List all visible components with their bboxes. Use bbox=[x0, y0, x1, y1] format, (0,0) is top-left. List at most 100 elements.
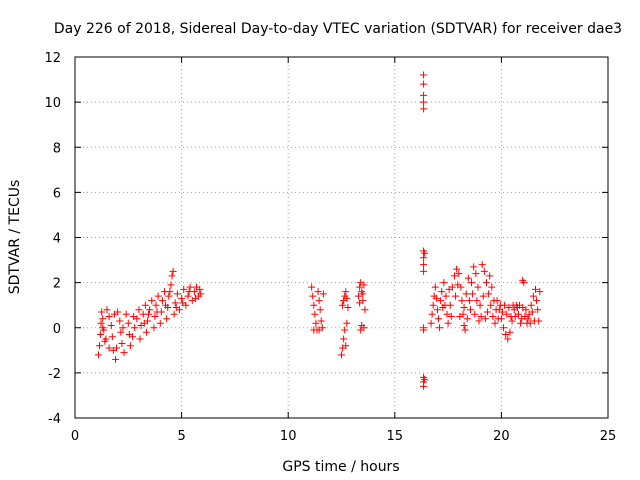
data-point-plus bbox=[170, 310, 178, 318]
data-point-plus bbox=[152, 301, 160, 309]
grid-lines bbox=[75, 57, 608, 418]
x-tick-label: 5 bbox=[177, 429, 185, 444]
data-point-plus bbox=[520, 279, 528, 287]
data-point-plus bbox=[469, 290, 477, 298]
data-point-plus bbox=[480, 267, 488, 275]
data-point-plus bbox=[165, 292, 173, 300]
data-point-plus bbox=[486, 272, 494, 280]
data-point-plus bbox=[356, 283, 364, 291]
data-point-plus bbox=[420, 382, 428, 390]
x-axis-label: GPS time / hours bbox=[282, 459, 399, 475]
data-point-plus bbox=[360, 324, 368, 332]
data-point-plus bbox=[98, 308, 106, 316]
data-point-plus bbox=[110, 310, 118, 318]
data-point-plus bbox=[97, 331, 105, 339]
data-point-plus bbox=[508, 317, 516, 325]
y-tick-label: 6 bbox=[53, 186, 61, 201]
data-point-plus bbox=[355, 292, 363, 300]
data-point-plus bbox=[180, 285, 188, 293]
data-point-plus bbox=[437, 297, 445, 305]
data-point-plus bbox=[191, 294, 199, 302]
data-point-plus bbox=[460, 321, 468, 329]
data-point-plus bbox=[450, 272, 458, 280]
data-point-plus bbox=[456, 312, 464, 320]
data-point-plus bbox=[435, 315, 443, 323]
data-point-plus bbox=[516, 301, 524, 309]
data-point-plus bbox=[444, 319, 452, 327]
data-point-plus bbox=[454, 281, 462, 289]
plot-frame bbox=[74, 56, 609, 419]
data-point-plus bbox=[420, 267, 428, 275]
data-point-plus bbox=[528, 308, 536, 316]
data-point-plus bbox=[420, 254, 428, 262]
data-point-plus bbox=[342, 288, 350, 296]
data-point-plus bbox=[197, 290, 205, 298]
data-point-plus bbox=[122, 310, 130, 318]
data-point-plus bbox=[339, 301, 347, 309]
y-axis-label: SDTVAR / TECUs bbox=[7, 180, 23, 295]
data-point-plus bbox=[317, 317, 325, 325]
data-point-plus bbox=[463, 315, 471, 323]
data-point-plus bbox=[107, 321, 115, 329]
data-point-plus bbox=[471, 310, 479, 318]
data-point-plus bbox=[171, 299, 179, 307]
data-point-plus bbox=[420, 261, 428, 269]
data-point-plus bbox=[315, 326, 323, 334]
data-point-plus bbox=[517, 319, 525, 327]
y-tick-label: 2 bbox=[53, 277, 61, 292]
y-tick-label: 4 bbox=[53, 232, 61, 247]
data-point-plus bbox=[130, 312, 138, 320]
data-point-plus bbox=[479, 292, 487, 300]
data-point-plus bbox=[464, 274, 472, 282]
data-point-plus bbox=[534, 306, 542, 314]
data-point-plus bbox=[310, 301, 318, 309]
data-point-plus bbox=[196, 285, 204, 293]
data-point-plus bbox=[129, 333, 137, 341]
data-point-plus bbox=[420, 105, 428, 113]
data-point-plus bbox=[105, 344, 113, 352]
data-point-plus bbox=[436, 324, 444, 332]
data-point-plus bbox=[506, 328, 514, 336]
data-point-plus bbox=[108, 333, 116, 341]
data-point-plus bbox=[478, 261, 486, 269]
data-point-plus bbox=[485, 290, 493, 298]
data-point-plus bbox=[342, 342, 350, 350]
data-point-plus bbox=[460, 303, 468, 311]
data-point-plus bbox=[118, 340, 126, 348]
data-point-plus bbox=[472, 270, 480, 278]
data-point-plus bbox=[502, 331, 510, 339]
data-point-plus bbox=[135, 306, 143, 314]
data-point-plus bbox=[428, 310, 436, 318]
data-point-plus bbox=[489, 312, 497, 320]
data-point-plus bbox=[167, 281, 175, 289]
y-tick-label: 12 bbox=[44, 51, 61, 66]
data-point-plus bbox=[421, 249, 429, 257]
data-point-plus bbox=[105, 312, 113, 320]
y-tick-label: -4 bbox=[48, 412, 61, 427]
data-point-plus bbox=[142, 328, 150, 336]
data-point-plus bbox=[119, 324, 127, 332]
data-point-plus bbox=[492, 306, 500, 314]
y-tick-label: -2 bbox=[48, 367, 61, 382]
data-point-plus bbox=[112, 355, 120, 363]
x-tick-label: 20 bbox=[493, 429, 510, 444]
y-tick-label: 8 bbox=[53, 141, 61, 156]
data-point-plus bbox=[314, 288, 322, 296]
axis-ticks bbox=[74, 56, 609, 419]
data-point-plus bbox=[343, 294, 351, 302]
data-point-plus bbox=[431, 283, 439, 291]
data-point-plus bbox=[168, 272, 176, 280]
data-point-plus bbox=[465, 297, 473, 305]
data-point-plus bbox=[503, 310, 511, 318]
data-point-plus bbox=[468, 279, 476, 287]
data-point-plus bbox=[184, 292, 192, 300]
data-point-plus bbox=[504, 335, 512, 343]
data-point-plus bbox=[509, 301, 517, 309]
data-point-plus bbox=[116, 317, 124, 325]
data-point-plus bbox=[522, 306, 530, 314]
data-point-plus bbox=[420, 71, 428, 79]
data-point-plus bbox=[146, 306, 154, 314]
y-tick-label: 0 bbox=[53, 322, 61, 337]
data-point-plus bbox=[429, 301, 437, 309]
